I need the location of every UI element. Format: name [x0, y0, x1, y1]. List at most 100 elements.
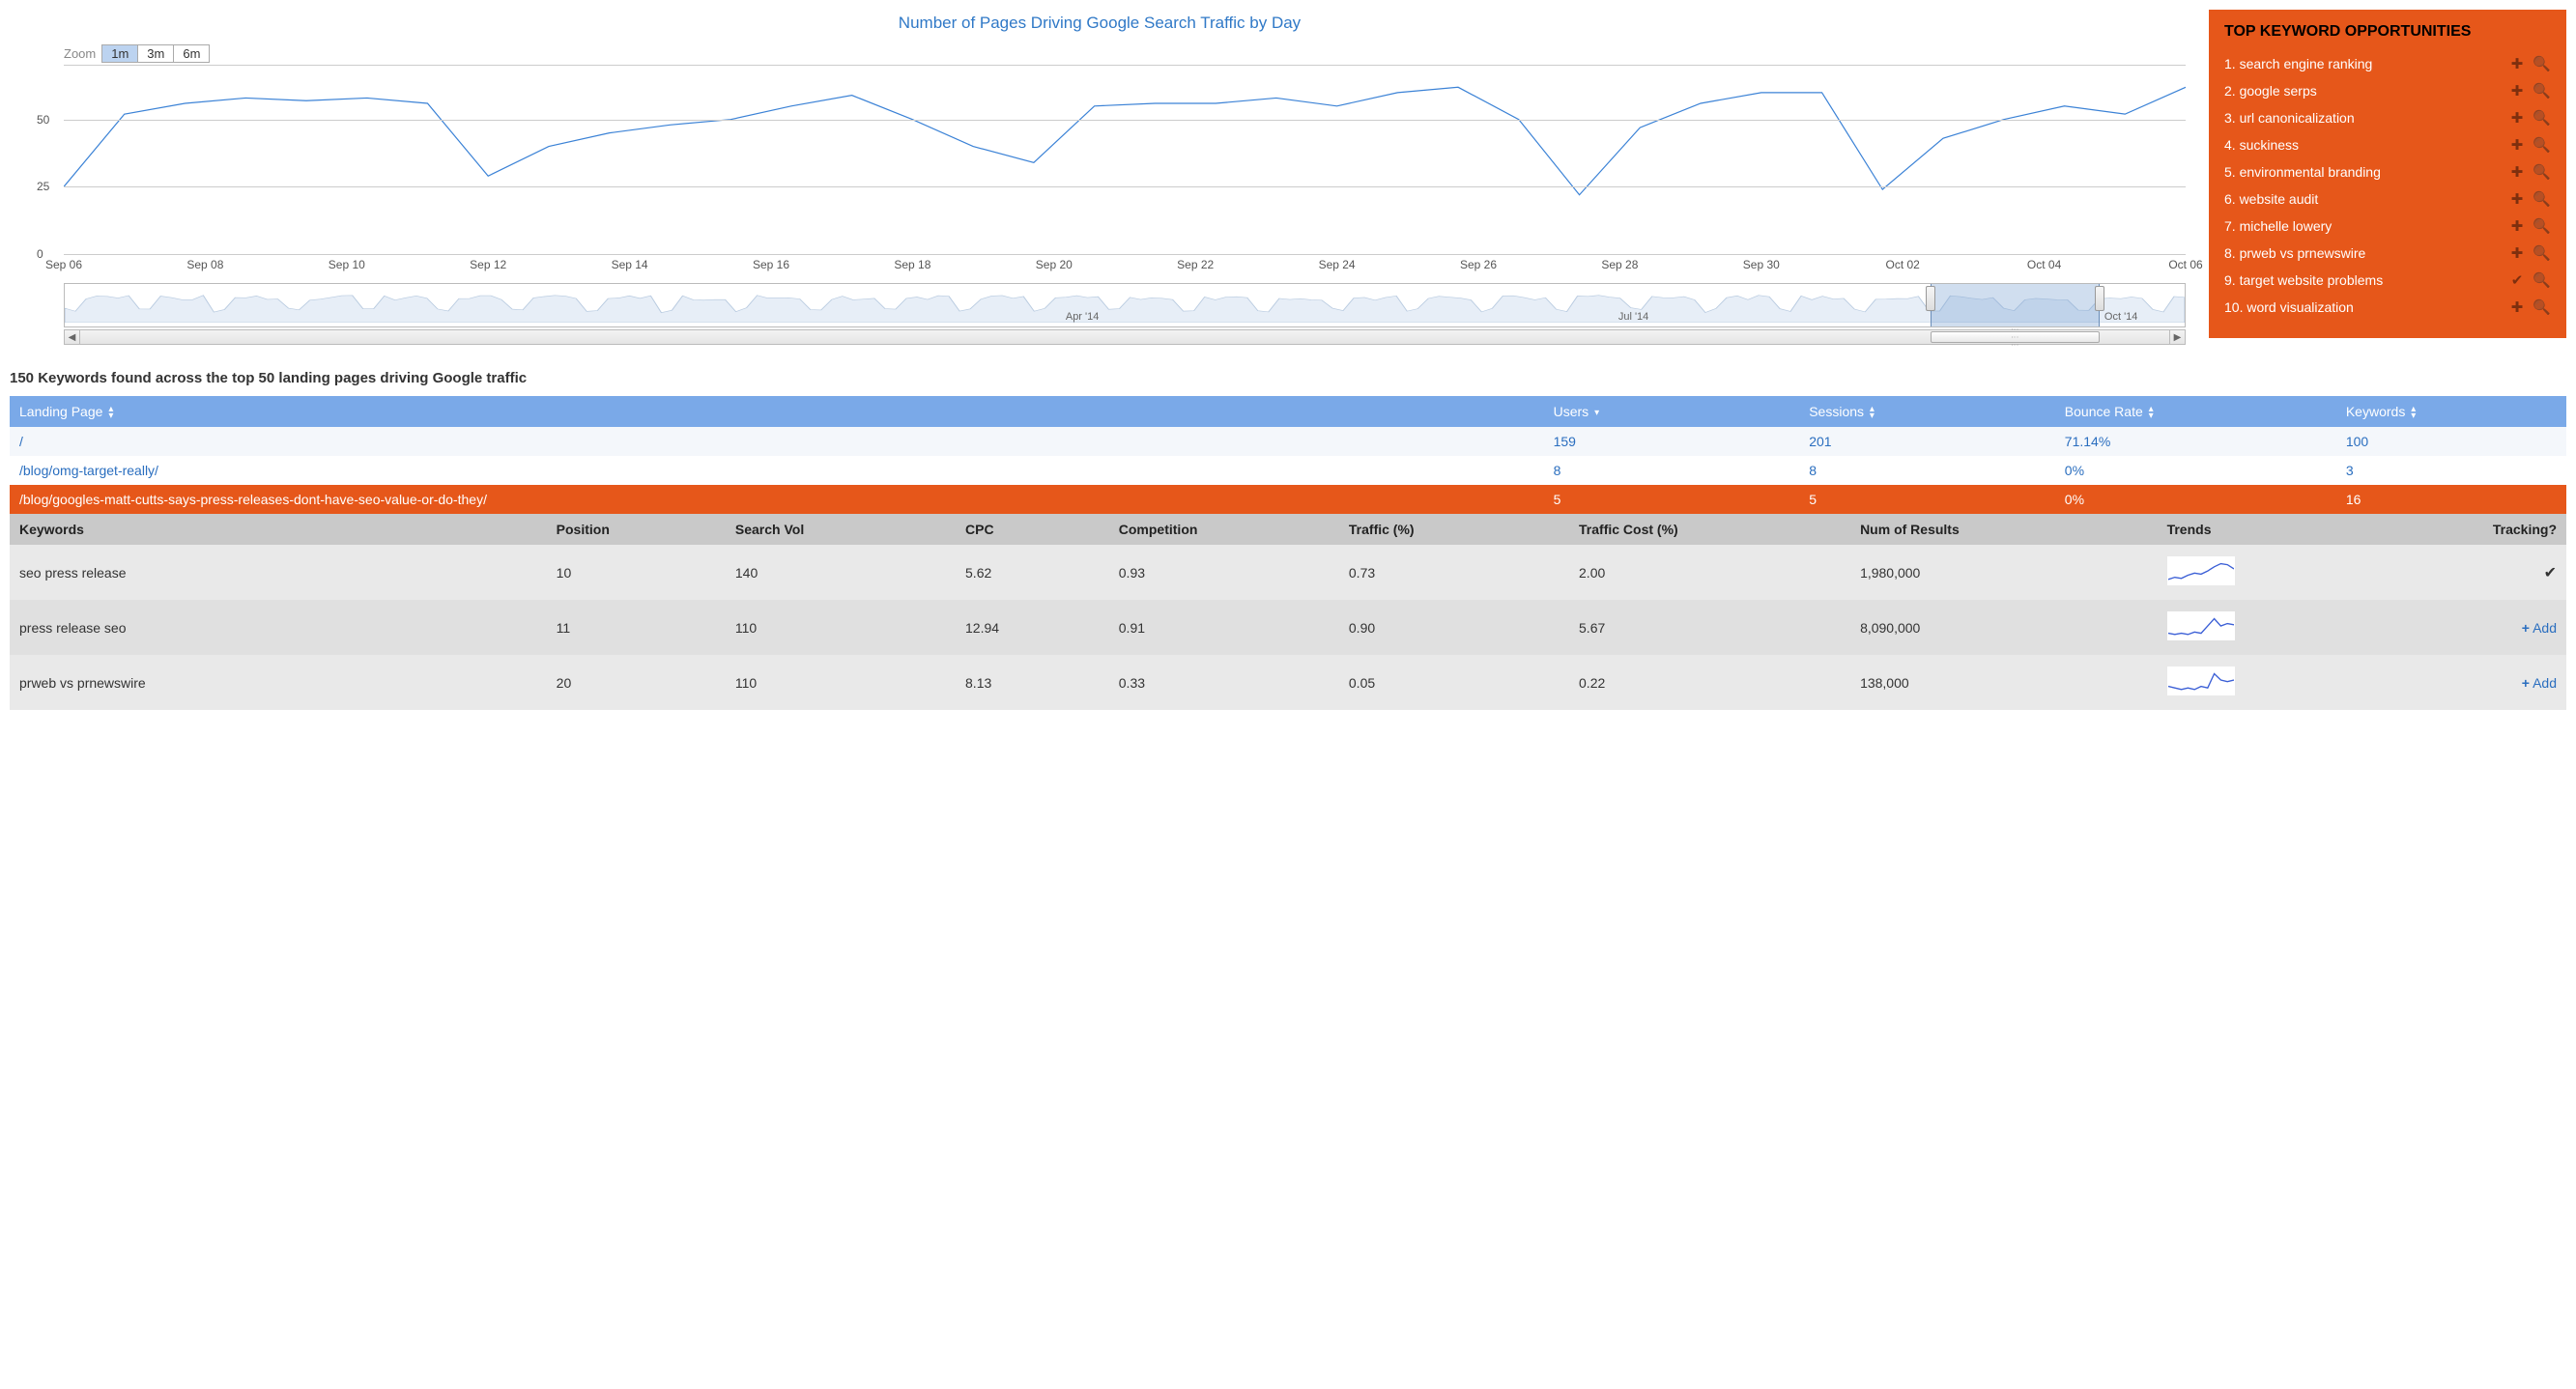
- scroll-left-icon[interactable]: ◀: [65, 330, 80, 344]
- chart-navigator[interactable]: Apr '14Jul '14Oct '14: [64, 283, 2186, 327]
- keyword-opportunity: 5. environmental branding ✚ 🔍: [2224, 158, 2551, 185]
- keyword-link[interactable]: 7. michelle lowery: [2224, 218, 2332, 234]
- x-tick: Sep 16: [753, 258, 789, 271]
- lp-col-bounce-rate[interactable]: Bounce Rate ▴▾: [2055, 396, 2336, 427]
- scroll-right-icon[interactable]: ▶: [2169, 330, 2185, 344]
- top-keywords-heading: TOP KEYWORD OPPORTUNITIES: [2224, 23, 2551, 41]
- keyword-opportunity: 1. search engine ranking ✚ 🔍: [2224, 50, 2551, 77]
- add-icon[interactable]: ✚: [2511, 136, 2524, 154]
- keyword-row: prweb vs prnewswire201108.130.330.050.22…: [10, 655, 2566, 710]
- search-icon[interactable]: 🔍: [2533, 217, 2551, 235]
- keyword-opportunity: 7. michelle lowery ✚ 🔍: [2224, 213, 2551, 240]
- search-icon[interactable]: 🔍: [2533, 298, 2551, 316]
- x-tick: Sep 26: [1460, 258, 1497, 271]
- search-icon[interactable]: 🔍: [2533, 163, 2551, 181]
- landing-page-row[interactable]: /15920171.14%100: [10, 427, 2566, 456]
- landing-page-row[interactable]: /blog/googles-matt-cutts-says-press-rele…: [10, 485, 2566, 514]
- kw-col-cpc[interactable]: CPC: [956, 514, 1109, 545]
- navigator-scrollbar[interactable]: ◀ ▶: [64, 329, 2186, 345]
- add-icon[interactable]: ✚: [2511, 190, 2524, 208]
- search-icon[interactable]: 🔍: [2533, 55, 2551, 72]
- x-tick: Sep 24: [1319, 258, 1356, 271]
- kw-col-traffic-[interactable]: Traffic (%): [1339, 514, 1569, 545]
- keyword-opportunity: 2. google serps ✚ 🔍: [2224, 77, 2551, 104]
- search-icon[interactable]: 🔍: [2533, 244, 2551, 262]
- x-tick: Oct 02: [1886, 258, 1920, 271]
- keyword-link[interactable]: 1. search engine ranking: [2224, 56, 2372, 71]
- tracked-icon[interactable]: ✔: [2511, 271, 2524, 289]
- lp-col-keywords[interactable]: Keywords ▴▾: [2336, 396, 2566, 427]
- tracking-check-icon: ✔: [2544, 565, 2557, 581]
- lp-col-sessions[interactable]: Sessions ▴▾: [1799, 396, 2055, 427]
- keyword-link[interactable]: 2. google serps: [2224, 83, 2317, 99]
- x-tick: Sep 12: [470, 258, 506, 271]
- x-tick: Sep 08: [186, 258, 223, 271]
- chart-title: Number of Pages Driving Google Search Tr…: [10, 14, 2190, 33]
- scroll-thumb[interactable]: [1931, 331, 2101, 343]
- add-icon[interactable]: ✚: [2511, 109, 2524, 127]
- keyword-link[interactable]: 3. url canonicalization: [2224, 110, 2355, 126]
- lp-col-landing-page[interactable]: Landing Page ▴▾: [10, 396, 1544, 427]
- zoom-3m[interactable]: 3m: [138, 45, 174, 62]
- keyword-link[interactable]: 6. website audit: [2224, 191, 2318, 207]
- search-icon[interactable]: 🔍: [2533, 82, 2551, 99]
- lp-col-users[interactable]: Users ▾: [1544, 396, 1800, 427]
- zoom-label: Zoom: [64, 46, 96, 61]
- kw-col-position[interactable]: Position: [547, 514, 726, 545]
- kw-col-search-vol[interactable]: Search Vol: [726, 514, 956, 545]
- x-tick: Sep 28: [1601, 258, 1638, 271]
- trend-sparkline: [2167, 611, 2235, 640]
- nav-handle-left[interactable]: [1926, 286, 1935, 311]
- kw-col-keywords[interactable]: Keywords: [10, 514, 547, 545]
- search-icon[interactable]: 🔍: [2533, 271, 2551, 289]
- add-icon[interactable]: ✚: [2511, 55, 2524, 72]
- add-icon[interactable]: ✚: [2511, 244, 2524, 262]
- add-tracking-button[interactable]: + Add: [2522, 675, 2557, 691]
- search-icon[interactable]: 🔍: [2533, 190, 2551, 208]
- search-icon[interactable]: 🔍: [2533, 109, 2551, 127]
- keyword-opportunity: 3. url canonicalization ✚ 🔍: [2224, 104, 2551, 131]
- keyword-row: seo press release101405.620.930.732.001,…: [10, 545, 2566, 600]
- add-icon[interactable]: ✚: [2511, 82, 2524, 99]
- landing-pages-table: Landing Page ▴▾Users ▾Sessions ▴▾Bounce …: [10, 396, 2566, 514]
- section-heading: 150 Keywords found across the top 50 lan…: [10, 370, 2566, 386]
- x-axis-labels: Sep 06Sep 08Sep 10Sep 12Sep 14Sep 16Sep …: [64, 258, 2186, 273]
- keyword-link[interactable]: 4. suckiness: [2224, 137, 2299, 153]
- add-icon[interactable]: ✚: [2511, 298, 2524, 316]
- nav-handle-right[interactable]: [2095, 286, 2104, 311]
- x-tick: Sep 06: [45, 258, 82, 271]
- keyword-opportunity: 4. suckiness ✚ 🔍: [2224, 131, 2551, 158]
- kw-col-trends[interactable]: Trends: [2158, 514, 2388, 545]
- x-tick: Oct 04: [2027, 258, 2061, 271]
- keyword-link[interactable]: 9. target website problems: [2224, 272, 2383, 288]
- keyword-opportunity: 10. word visualization ✚ 🔍: [2224, 294, 2551, 321]
- chart-panel: Number of Pages Driving Google Search Tr…: [10, 10, 2190, 345]
- keyword-opportunity: 8. prweb vs prnewswire ✚ 🔍: [2224, 240, 2551, 267]
- x-tick: Sep 22: [1177, 258, 1214, 271]
- x-tick: Oct 06: [2168, 258, 2202, 271]
- keyword-link[interactable]: 8. prweb vs prnewswire: [2224, 245, 2365, 261]
- x-tick: Sep 30: [1743, 258, 1780, 271]
- kw-col-num-of-results[interactable]: Num of Results: [1850, 514, 2158, 545]
- kw-col-competition[interactable]: Competition: [1109, 514, 1339, 545]
- chart-plot: 02550: [64, 65, 2186, 254]
- kw-col-traffic-cost-[interactable]: Traffic Cost (%): [1569, 514, 1850, 545]
- search-icon[interactable]: 🔍: [2533, 136, 2551, 154]
- zoom-6m[interactable]: 6m: [174, 45, 209, 62]
- landing-page-row[interactable]: /blog/omg-target-really/880%3: [10, 456, 2566, 485]
- x-tick: Sep 10: [329, 258, 365, 271]
- zoom-1m[interactable]: 1m: [102, 45, 138, 62]
- top-keyword-opportunities: TOP KEYWORD OPPORTUNITIES 1. search engi…: [2209, 10, 2566, 338]
- add-icon[interactable]: ✚: [2511, 163, 2524, 181]
- kw-col-tracking-[interactable]: Tracking?: [2388, 514, 2566, 545]
- x-tick: Sep 20: [1036, 258, 1073, 271]
- add-icon[interactable]: ✚: [2511, 217, 2524, 235]
- keyword-link[interactable]: 5. environmental branding: [2224, 164, 2381, 180]
- x-tick: Sep 18: [894, 258, 930, 271]
- trend-sparkline: [2167, 556, 2235, 585]
- keyword-row: press release seo1111012.940.910.905.678…: [10, 600, 2566, 655]
- add-tracking-button[interactable]: + Add: [2522, 620, 2557, 636]
- keyword-link[interactable]: 10. word visualization: [2224, 299, 2354, 315]
- keyword-opportunity: 6. website audit ✚ 🔍: [2224, 185, 2551, 213]
- keyword-opportunity: 9. target website problems ✔ 🔍: [2224, 267, 2551, 294]
